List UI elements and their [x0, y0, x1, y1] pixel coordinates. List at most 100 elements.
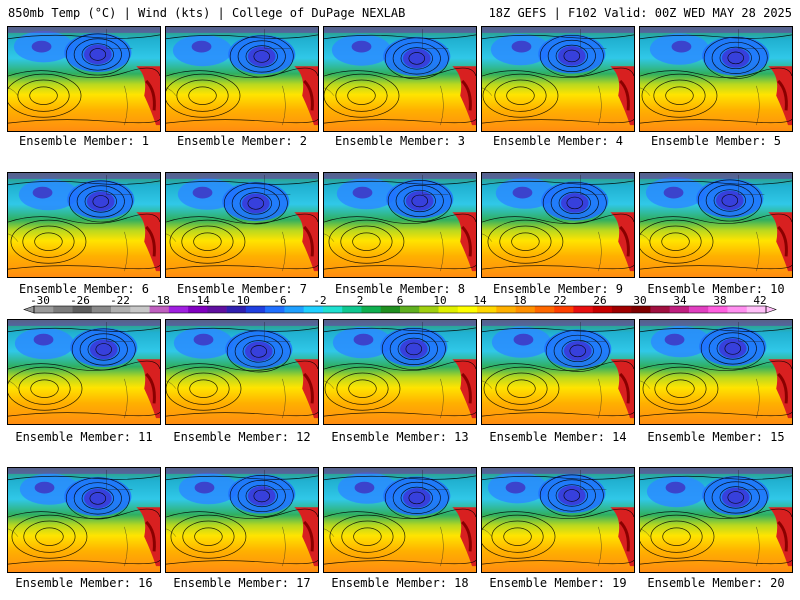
colorbar-swatch — [477, 306, 497, 313]
ensemble-map-panel — [323, 26, 477, 132]
colorbar-tick-label: -10 — [230, 296, 250, 307]
colorbar-swatch — [554, 306, 574, 313]
colorbar-tick-label: 22 — [553, 296, 566, 307]
colorbar-swatch — [631, 306, 651, 313]
colorbar-swatch — [611, 306, 632, 313]
colorbar-swatch — [573, 306, 593, 313]
colorbar-right-arrow — [765, 305, 777, 314]
colorbar-swatch — [650, 306, 670, 313]
colorbar-swatch — [188, 306, 208, 313]
colorbar-tick-label: -14 — [190, 296, 210, 307]
ensemble-member-caption: Ensemble Member: 17 — [173, 576, 311, 590]
ensemble-member-caption: Ensemble Member: 14 — [489, 430, 627, 444]
ensemble-member-caption: Ensemble Member: 3 — [334, 134, 466, 148]
colorbar-tick-label: 30 — [633, 296, 646, 307]
colorbar-swatch — [303, 306, 324, 313]
colorbar-swatch — [53, 306, 73, 313]
colorbar-tick-label: -6 — [273, 296, 286, 307]
ensemble-map-panel — [165, 319, 319, 425]
colorbar-swatch — [400, 306, 420, 313]
colorbar-swatch — [727, 306, 748, 313]
colorbar-swatch — [168, 306, 189, 313]
ensemble-member-caption: Ensemble Member: 20 — [647, 576, 785, 590]
colorbar-swatch — [34, 306, 54, 313]
ensemble-map-panel — [481, 26, 635, 132]
colorbar-swatch — [746, 306, 767, 313]
colorbar-tick-label: 26 — [593, 296, 606, 307]
colorbar-swatch — [342, 306, 362, 313]
colorbar-swatch — [265, 306, 285, 313]
ensemble-map-panel — [323, 467, 477, 573]
colorbar-swatch — [592, 306, 613, 313]
colorbar-swatch — [438, 306, 459, 313]
colorbar-swatch — [284, 306, 304, 313]
ensemble-member-caption: Ensemble Member: 2 — [176, 134, 308, 148]
colorbar-swatch — [245, 306, 266, 313]
colorbar-swatch — [669, 306, 690, 313]
colorbar-tick-label: 10 — [433, 296, 446, 307]
colorbar-tick-label: 38 — [713, 296, 726, 307]
ensemble-member-caption: Ensemble Member: 19 — [489, 576, 627, 590]
colorbar-swatch — [457, 306, 478, 313]
colorbar-swatch — [515, 306, 536, 313]
ensemble-member-caption: Ensemble Member: 7 — [176, 282, 308, 296]
colorbar-tick-label: -22 — [110, 296, 130, 307]
colorbar-swatch — [708, 306, 728, 313]
colorbar-swatch — [72, 306, 93, 313]
ensemble-map-panel — [481, 319, 635, 425]
colorbar-tick-label: 6 — [397, 296, 404, 307]
colorbar-swatch — [226, 306, 247, 313]
ensemble-member-caption: Ensemble Member: 13 — [331, 430, 469, 444]
ensemble-member-caption: Ensemble Member: 4 — [492, 134, 624, 148]
ensemble-map-panel — [481, 467, 635, 573]
colorbar-swatch — [361, 306, 382, 313]
ensemble-map-panel — [165, 467, 319, 573]
ensemble-map-panel — [165, 172, 319, 278]
colorbar-swatch — [534, 306, 555, 313]
ensemble-member-caption: Ensemble Member: 16 — [15, 576, 153, 590]
ensemble-member-caption: Ensemble Member: 6 — [18, 282, 150, 296]
ensemble-map-panel — [639, 319, 793, 425]
colorbar-swatch — [380, 306, 401, 313]
colorbar-swatch — [496, 306, 516, 313]
colorbar-swatch — [419, 306, 439, 313]
colorbar-left-arrow — [23, 305, 35, 314]
ensemble-member-caption: Ensemble Member: 10 — [647, 282, 785, 296]
colorbar-swatch — [111, 306, 131, 313]
colorbar-tick-label: 34 — [673, 296, 687, 307]
ensemble-map-panel — [323, 172, 477, 278]
run-valid-time: 18Z GEFS | F102 Valid: 00Z WED MAY 28 20… — [488, 6, 792, 20]
ensemble-member-caption: Ensemble Member: 15 — [647, 430, 785, 444]
colorbar-tick-label: -18 — [150, 296, 170, 307]
ensemble-member-caption: Ensemble Member: 5 — [650, 134, 782, 148]
ensemble-member-caption: Ensemble Member: 8 — [334, 282, 466, 296]
ensemble-map-panel — [639, 467, 793, 573]
ensemble-map-panel — [7, 26, 161, 132]
ensemble-map-panel — [165, 26, 319, 132]
colorbar-swatch — [688, 306, 709, 313]
ensemble-member-caption: Ensemble Member: 1 — [18, 134, 150, 148]
colorbar-tick-label: 18 — [513, 296, 526, 307]
ensemble-map-panel — [639, 172, 793, 278]
colorbar-tick-label: 14 — [473, 296, 487, 307]
temperature-colorbar: -30 -26 -22 -18 -14 -10 -6 -2 2 6 10 14 18 22 26 30 34 38… — [0, 296, 800, 320]
ensemble-member-caption: Ensemble Member: 12 — [173, 430, 311, 444]
colorbar-swatch — [91, 306, 112, 313]
ensemble-member-caption: Ensemble Member: 18 — [331, 576, 469, 590]
colorbar-tick-label: 42 — [753, 296, 766, 307]
ensemble-map-panel — [639, 26, 793, 132]
ensemble-map-panel — [7, 467, 161, 573]
colorbar-swatch — [130, 306, 150, 313]
ensemble-member-caption: Ensemble Member: 9 — [492, 282, 624, 296]
colorbar-tick-label: -2 — [313, 296, 326, 307]
colorbar-tick-label: -26 — [70, 296, 90, 307]
colorbar-tick-label: -30 — [30, 296, 50, 307]
ensemble-member-caption: Ensemble Member: 11 — [15, 430, 153, 444]
product-title: 850mb Temp (°C) | Wind (kts) | College o… — [8, 6, 406, 20]
colorbar-tick-label: 2 — [357, 296, 364, 307]
ensemble-map-panel — [481, 172, 635, 278]
ensemble-map-panel — [7, 172, 161, 278]
colorbar-swatch — [207, 306, 227, 313]
colorbar-swatch — [149, 306, 170, 313]
ensemble-map-panel — [323, 319, 477, 425]
